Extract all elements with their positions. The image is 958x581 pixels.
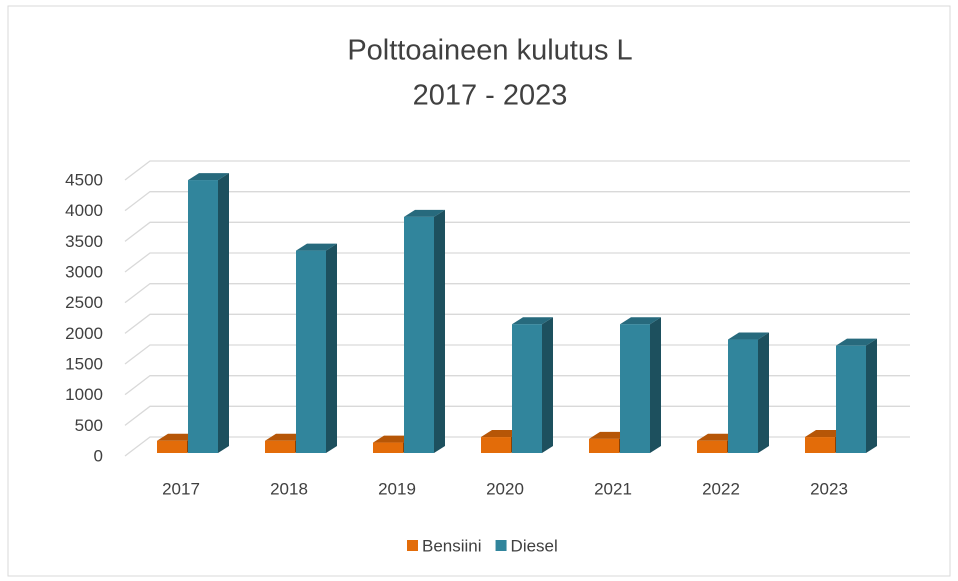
bar bbox=[620, 324, 650, 453]
x-tick-label: 2023 bbox=[810, 479, 848, 498]
bar bbox=[373, 442, 403, 453]
x-tick-label: 2021 bbox=[594, 479, 632, 498]
x-tick-label: 2022 bbox=[702, 479, 740, 498]
y-tick-label: 4500 bbox=[65, 170, 103, 189]
y-tick-label: 2000 bbox=[65, 324, 103, 343]
bar bbox=[512, 324, 542, 453]
bar-side bbox=[650, 317, 661, 453]
chart-frame bbox=[7, 5, 951, 577]
legend-swatch bbox=[495, 540, 507, 551]
chart-subtitle: 2017 - 2023 bbox=[413, 80, 568, 112]
bar bbox=[697, 440, 727, 453]
grid-line bbox=[124, 191, 910, 212]
bar-top bbox=[296, 243, 337, 251]
legend-label: Bensiini bbox=[422, 536, 482, 555]
bar-side bbox=[434, 209, 445, 453]
bar bbox=[296, 250, 326, 453]
bar-top bbox=[697, 433, 738, 441]
y-tick-label: 500 bbox=[75, 416, 103, 435]
grid-line bbox=[124, 283, 910, 304]
bar-top bbox=[836, 338, 877, 346]
bar-top bbox=[805, 430, 846, 438]
bar bbox=[805, 437, 835, 453]
bar bbox=[589, 438, 619, 453]
bar bbox=[188, 180, 218, 454]
bar-top bbox=[620, 317, 661, 325]
bar-side bbox=[758, 332, 769, 453]
bar-side bbox=[326, 243, 337, 453]
bar-top bbox=[589, 431, 630, 439]
x-tick-label: 2019 bbox=[378, 479, 416, 498]
x-tick-label: 2020 bbox=[486, 479, 524, 498]
grid-line bbox=[124, 313, 910, 334]
bar bbox=[157, 440, 187, 453]
y-tick-label: 2500 bbox=[65, 293, 103, 312]
chart-title: Polttoaineen kulutus L bbox=[347, 35, 632, 67]
bar bbox=[265, 440, 295, 453]
bar-side bbox=[866, 338, 877, 453]
y-tick-label: 4000 bbox=[65, 201, 103, 220]
y-tick-label: 3500 bbox=[65, 232, 103, 251]
bar bbox=[728, 339, 758, 453]
grid-line bbox=[124, 221, 910, 242]
bar-top bbox=[728, 332, 769, 340]
y-tick-label: 3000 bbox=[65, 262, 103, 281]
bar-top bbox=[512, 317, 553, 325]
grid-line bbox=[124, 252, 910, 273]
bar-top bbox=[481, 430, 522, 438]
bar-side bbox=[218, 173, 229, 454]
grid-line bbox=[124, 160, 910, 181]
legend-swatch bbox=[407, 540, 418, 551]
x-tick-label: 2018 bbox=[270, 479, 308, 498]
bar-top bbox=[373, 435, 414, 443]
legend-label: Diesel bbox=[511, 536, 558, 555]
y-tick-label: 1000 bbox=[65, 385, 103, 404]
bar-top bbox=[188, 173, 229, 181]
bar bbox=[481, 437, 511, 453]
y-tick-label: 0 bbox=[94, 446, 103, 465]
y-tick-label: 1500 bbox=[65, 354, 103, 373]
bar-top bbox=[157, 433, 198, 441]
x-tick-label: 2017 bbox=[162, 479, 200, 498]
bar bbox=[836, 345, 866, 453]
bar-side bbox=[542, 317, 553, 453]
bar-top bbox=[404, 209, 445, 217]
bar-top bbox=[265, 433, 306, 441]
bar bbox=[404, 216, 434, 453]
